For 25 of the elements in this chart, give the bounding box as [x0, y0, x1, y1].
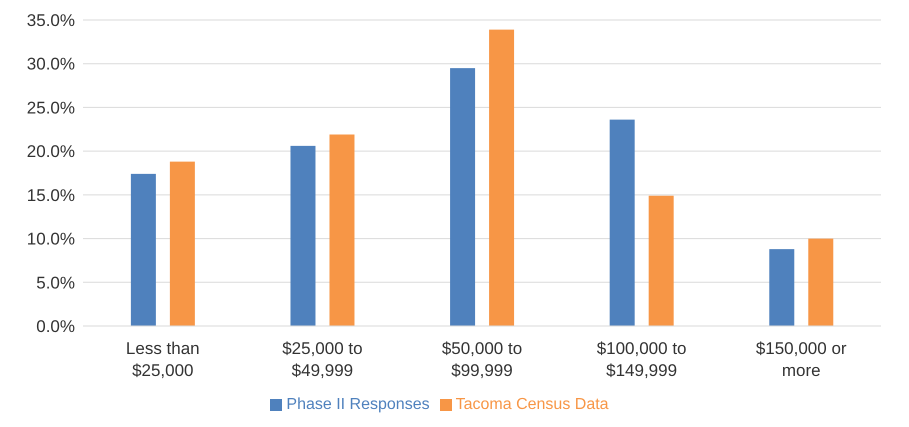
- y-tick-label: 35.0%: [26, 11, 75, 30]
- y-tick-label: 5.0%: [36, 273, 75, 292]
- y-tick-label: 25.0%: [26, 98, 75, 118]
- x-tick-label: $150,000 or more: [756, 339, 847, 380]
- x-tick-label: Less than $25,000: [126, 339, 200, 380]
- bar: [329, 134, 354, 326]
- bar: [290, 146, 316, 326]
- bar: [648, 196, 674, 326]
- legend-label: Phase II Responses: [286, 396, 430, 413]
- x-tick-label: $50,000 to $99,999: [442, 339, 522, 380]
- bar: [489, 30, 514, 326]
- y-tick-label: 0.0%: [36, 317, 75, 336]
- bar: [450, 68, 476, 326]
- y-tick-label: 10.0%: [26, 230, 75, 249]
- x-tick-label: $25,000 to $49,999: [282, 339, 363, 380]
- x-tick-label: $100,000 to $149,999: [596, 339, 687, 380]
- y-tick-label: 15.0%: [26, 186, 75, 205]
- bar: [610, 120, 635, 326]
- bar: [170, 162, 195, 326]
- y-tick-label: 30.0%: [26, 54, 75, 74]
- bar: [130, 174, 156, 326]
- bar: [808, 238, 834, 326]
- bar: [769, 249, 794, 326]
- legend-label: Tacoma Census Data: [456, 396, 609, 413]
- y-tick-label: 20.0%: [26, 142, 75, 162]
